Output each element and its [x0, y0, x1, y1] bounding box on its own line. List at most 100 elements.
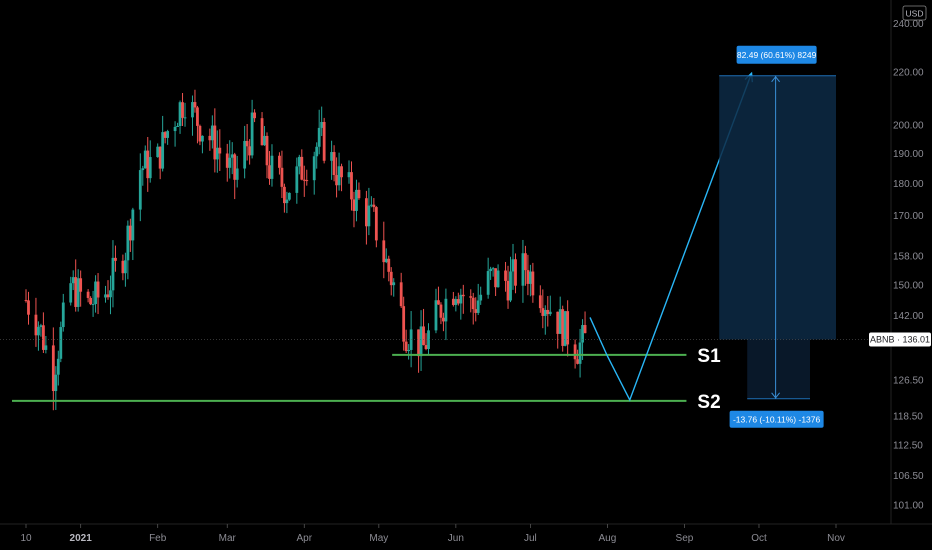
- candle-body: [546, 309, 550, 315]
- candle-body: [278, 155, 281, 168]
- candle-body: [486, 271, 490, 295]
- price-tick-label: 101.00: [893, 501, 924, 512]
- candle-body: [24, 300, 28, 302]
- target-zone[interactable]: [719, 75, 836, 340]
- candle-body: [176, 125, 179, 127]
- candle-body: [39, 325, 43, 327]
- candle-body: [461, 294, 465, 297]
- candle-body: [111, 257, 115, 291]
- candle-body: [158, 146, 162, 169]
- candle-body: [320, 121, 324, 128]
- candle-body: [471, 297, 475, 310]
- candle-body: [496, 270, 500, 288]
- candle-body: [148, 157, 152, 179]
- candle-body: [479, 294, 483, 301]
- candle-body: [243, 140, 247, 169]
- candle-body: [248, 146, 252, 156]
- price-tick-label: 220.00: [893, 68, 924, 79]
- candle-body: [191, 102, 194, 118]
- candle-body: [245, 140, 249, 147]
- candle-body: [427, 330, 430, 350]
- candle-body: [369, 204, 373, 206]
- candle-body: [417, 329, 420, 357]
- candle-body: [524, 253, 527, 271]
- stop-zone[interactable]: [747, 339, 810, 399]
- candle-body: [330, 152, 334, 161]
- candle-body: [56, 358, 60, 375]
- price-tick-label: 190.00: [893, 149, 924, 160]
- candle-body: [541, 308, 545, 316]
- candle-body: [235, 168, 239, 180]
- candle-body: [494, 268, 498, 288]
- candle-body: [295, 166, 299, 193]
- candle-body: [538, 295, 542, 309]
- candle-body: [253, 112, 256, 119]
- candle-body: [528, 271, 532, 284]
- price-tick-label: 150.00: [893, 281, 924, 292]
- candle-body: [183, 117, 187, 119]
- candle-body: [439, 304, 443, 318]
- candle-body: [509, 271, 512, 301]
- candle-body: [389, 271, 393, 286]
- candle-body: [526, 270, 530, 284]
- candle-body: [419, 326, 423, 357]
- candle-body: [131, 209, 135, 241]
- time-tick-label: Jul: [524, 533, 537, 544]
- time-tick-label: 2021: [70, 533, 93, 544]
- candle-body: [225, 153, 229, 168]
- candle-body: [27, 300, 30, 315]
- candle-body: [543, 309, 547, 316]
- candle-body: [489, 268, 493, 272]
- candle-body: [181, 102, 184, 118]
- currency-badge[interactable]: USD: [902, 5, 927, 21]
- candle-body: [566, 311, 570, 345]
- candle-body: [146, 150, 150, 179]
- target-box[interactable]: 82.49 (60.61%) 8249 -13.76 (-10.11%) -137…: [719, 45, 836, 428]
- candle-body: [317, 127, 321, 147]
- price-tick-label: 112.50: [893, 441, 923, 452]
- candle-body: [355, 189, 358, 211]
- candle-body: [384, 258, 388, 263]
- candle-body: [563, 311, 567, 346]
- support-levels: S1 S2: [12, 346, 721, 413]
- candle-body: [94, 281, 97, 305]
- price-tick-label: 180.00: [893, 179, 924, 190]
- candle-body: [322, 121, 326, 161]
- price-axis[interactable]: 101.00 106.50 112.50 118.50 126.50 142.00 150.…: [893, 19, 924, 511]
- candle-body: [312, 156, 316, 181]
- candle-body: [521, 253, 525, 286]
- candle-body: [74, 277, 78, 307]
- candle-body: [198, 125, 202, 142]
- candle-body: [469, 296, 473, 298]
- candle-body: [89, 297, 93, 305]
- candle-body: [215, 147, 219, 160]
- candle-body: [96, 281, 100, 298]
- candle-body: [305, 180, 309, 182]
- candle-body: [196, 107, 199, 126]
- time-tick-label: Mar: [219, 533, 237, 544]
- candle-body: [61, 302, 65, 328]
- candle-body: [173, 126, 177, 132]
- time-tick-label: 10: [20, 533, 32, 544]
- candle-body: [218, 147, 222, 154]
- time-tick-label: Nov: [827, 533, 845, 544]
- candle-body: [514, 259, 517, 286]
- price-tick-label: 142.00: [893, 311, 924, 322]
- candle-body: [59, 327, 63, 359]
- candle-body: [558, 309, 562, 334]
- candle-body: [511, 259, 515, 272]
- support-label-s1: S1: [697, 346, 721, 367]
- time-tick-label: Oct: [751, 533, 767, 544]
- candle-body: [54, 374, 58, 392]
- currency-label: USD: [906, 9, 924, 19]
- time-tick-label: Aug: [599, 533, 617, 544]
- time-axis[interactable]: 10 2021 Feb Mar Apr May Jun Jul Aug Sep Oct Nov: [20, 524, 845, 544]
- candle-body: [213, 125, 217, 160]
- candle-body: [504, 270, 507, 281]
- candle-body: [556, 311, 560, 334]
- candle-body: [270, 155, 274, 179]
- projection-polyline[interactable]: [589, 73, 753, 402]
- candle-body: [163, 132, 167, 138]
- candle-body: [268, 165, 271, 179]
